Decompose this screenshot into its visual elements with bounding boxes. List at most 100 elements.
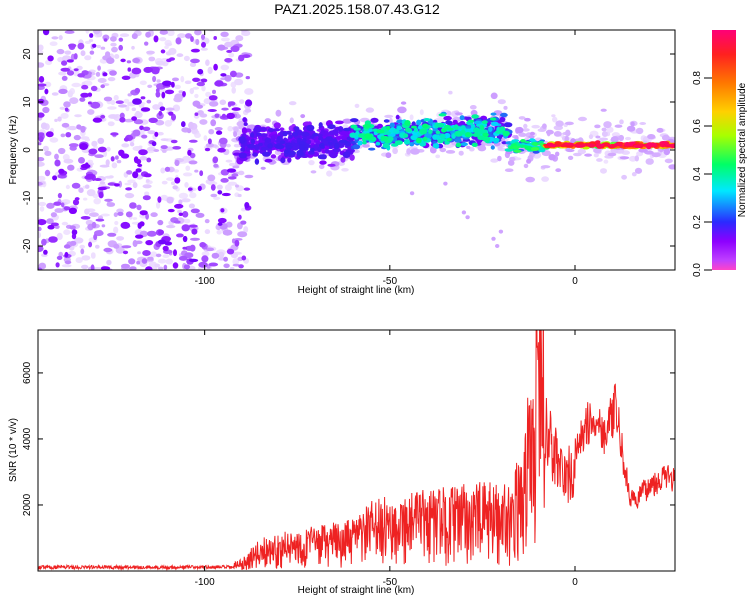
spectrogram-cell bbox=[357, 140, 363, 146]
spectrogram-cell bbox=[241, 255, 247, 261]
spectrogram-cell bbox=[594, 140, 601, 145]
spectrogram-cell bbox=[531, 124, 540, 129]
spectrogram-cell bbox=[663, 148, 671, 156]
spectrogram-cell bbox=[538, 140, 544, 144]
spectrogram-cell bbox=[218, 251, 225, 258]
spectrogram-cell bbox=[109, 70, 117, 76]
spectrogram-cell bbox=[555, 151, 560, 157]
spectrogram-cell bbox=[56, 255, 63, 260]
spectrogram-cell bbox=[64, 107, 69, 112]
spectrogram-cell bbox=[214, 80, 224, 87]
spectrogram-cell bbox=[216, 184, 223, 190]
spectrogram-cell bbox=[160, 145, 168, 150]
spectrogram-cell bbox=[293, 126, 300, 132]
spectrogram-cell bbox=[160, 167, 166, 174]
spectrogram-cell bbox=[600, 108, 607, 112]
spectrogram-cell bbox=[223, 263, 230, 269]
spectrogram-cell bbox=[368, 147, 376, 151]
spectrogram-cell bbox=[74, 197, 80, 201]
spectrogram-cell bbox=[152, 75, 157, 83]
spectrogram-cell bbox=[225, 159, 233, 163]
spectrogram-cell bbox=[214, 127, 223, 131]
spectrogram-cell bbox=[42, 30, 50, 36]
spectrogram-cell bbox=[174, 177, 181, 184]
spectrogram-cell bbox=[224, 184, 232, 191]
spectrogram-cell bbox=[93, 198, 101, 205]
spectrogram-cell bbox=[165, 51, 172, 56]
spectrogram-cell bbox=[172, 185, 178, 190]
spectrogram-cell bbox=[231, 107, 241, 111]
spectrogram-cell bbox=[389, 122, 395, 128]
spectrogram-cell bbox=[38, 44, 44, 51]
spectrogram-cell bbox=[362, 124, 372, 128]
spectrogram-cell bbox=[171, 113, 176, 121]
spectrogram-cell bbox=[224, 41, 234, 48]
spectrogram-cell bbox=[81, 264, 89, 270]
spectrogram-cell bbox=[108, 175, 114, 179]
spectrogram-cell bbox=[386, 125, 391, 130]
spectrogram-cell bbox=[244, 108, 252, 113]
spectrogram-cell bbox=[164, 166, 171, 172]
spectrogram-cell bbox=[79, 97, 86, 102]
spectrogram-frame bbox=[37, 29, 676, 271]
spectrogram-cell bbox=[318, 164, 325, 170]
spectrogram-cell bbox=[518, 116, 526, 120]
spectrogram-cell bbox=[99, 181, 106, 185]
spectrogram-cell bbox=[445, 120, 453, 125]
spectrogram-cell bbox=[471, 142, 478, 147]
spectrogram-cell bbox=[110, 42, 117, 47]
spectrogram-cell bbox=[144, 41, 149, 46]
spectrogram-cell bbox=[194, 112, 199, 116]
spectrogram-cell bbox=[186, 128, 192, 134]
spectrogram-cell bbox=[38, 50, 44, 55]
spectrogram-cell bbox=[201, 85, 206, 92]
spectrogram-y-tick-label: -20 bbox=[22, 238, 33, 253]
spectrogram-cell bbox=[190, 208, 200, 214]
spectrogram-cell bbox=[411, 125, 417, 129]
spectrogram-cell bbox=[209, 101, 219, 107]
spectrogram-cell bbox=[60, 112, 69, 119]
spectrogram-cell bbox=[54, 208, 64, 213]
spectrogram-cell bbox=[497, 146, 503, 151]
spectrogram-cell bbox=[447, 127, 454, 131]
spectrogram-cell bbox=[633, 144, 642, 148]
spectrogram-cell bbox=[593, 148, 602, 154]
spectrogram-cell bbox=[150, 212, 158, 218]
spectrogram-cell bbox=[524, 140, 530, 144]
spectrogram-cell bbox=[182, 235, 188, 243]
spectrogram-cell bbox=[384, 114, 394, 118]
spectrogram-cell bbox=[76, 124, 82, 130]
spectrogram-cell bbox=[342, 118, 353, 124]
spectrogram-cell bbox=[216, 230, 222, 235]
spectrogram-cell bbox=[354, 103, 360, 108]
spectrogram-cell bbox=[188, 203, 195, 209]
spectrogram-cell bbox=[397, 106, 407, 114]
spectrogram-cell bbox=[304, 143, 311, 148]
spectrogram-cell bbox=[264, 137, 271, 143]
spectrogram-cell bbox=[135, 168, 142, 173]
snr-y-tick-label: 2000 bbox=[22, 493, 33, 516]
spectrogram-cell bbox=[565, 142, 574, 146]
spectrogram-cell bbox=[596, 158, 603, 162]
spectrogram-cell bbox=[403, 133, 409, 138]
spectrogram-cell bbox=[279, 127, 285, 131]
spectrogram-cell bbox=[78, 187, 84, 193]
spectrogram-cell bbox=[91, 221, 97, 229]
spectrogram-cell bbox=[90, 101, 101, 109]
spectrogram-cell bbox=[577, 148, 586, 155]
snr-y-axis-label: SNR (10 * v/v) bbox=[8, 418, 19, 482]
spectrogram-cell bbox=[135, 240, 143, 245]
spectrogram-cell bbox=[227, 101, 236, 106]
spectrogram-cell bbox=[260, 166, 266, 170]
spectrogram-cell bbox=[41, 238, 47, 246]
spectrogram-cell bbox=[436, 134, 441, 141]
spectrogram-cell bbox=[121, 263, 130, 269]
spectrogram-cell bbox=[69, 240, 77, 246]
spectrogram-cell bbox=[332, 148, 341, 153]
spectrogram-cell bbox=[217, 217, 227, 224]
spectrogram-cell bbox=[191, 228, 198, 235]
spectrogram-cell bbox=[49, 137, 59, 143]
spectrogram-cell bbox=[103, 96, 113, 102]
spectrogram-cell bbox=[145, 179, 150, 183]
spectrogram-cell bbox=[241, 127, 248, 135]
